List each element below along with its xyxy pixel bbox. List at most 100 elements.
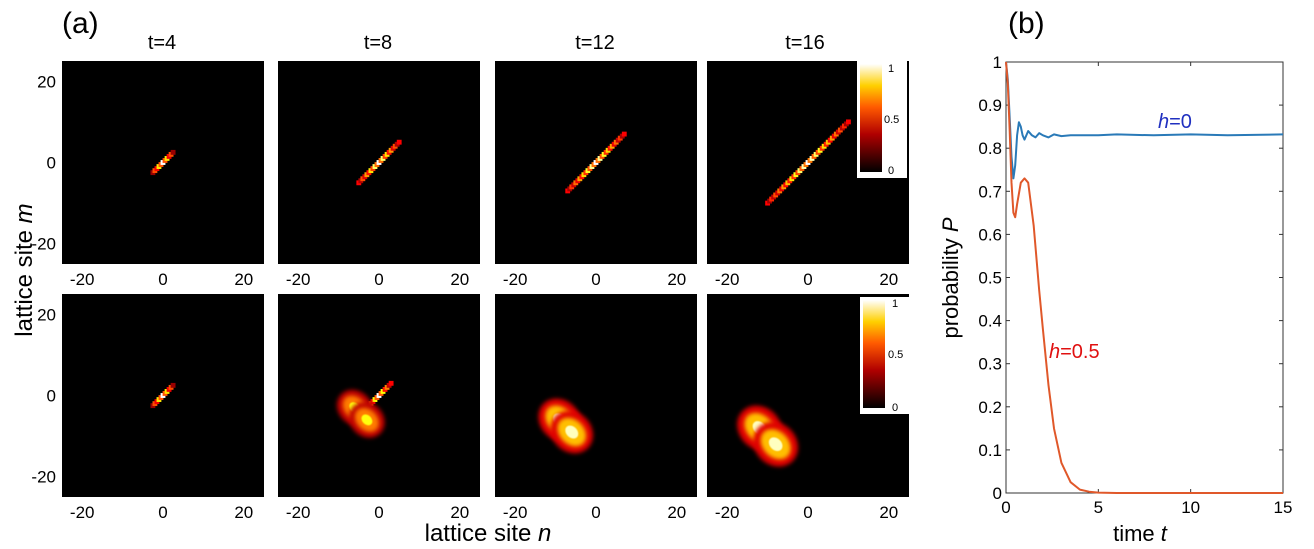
- heatmap-y-tick-label: 0: [47, 154, 56, 173]
- colorbar-top-tick-1: 1: [888, 63, 894, 75]
- heatmap-h05-t12: -20 0 20: [495, 294, 697, 522]
- heatmap-blob-core: [361, 414, 373, 426]
- x-tick-label: 0: [1001, 498, 1010, 517]
- series-label-h0: h=0: [1158, 111, 1192, 133]
- heatmap-pixel: [845, 119, 851, 125]
- panel-b-ylabel: probability P: [938, 217, 963, 338]
- y-tick-label: 0: [993, 484, 1002, 503]
- heatmap-pixel: [170, 382, 176, 388]
- column-title-2: t=8: [364, 32, 392, 54]
- heatmap-x-tick-label: -20: [70, 503, 95, 522]
- heatmap-x-tick-label: 0: [158, 270, 167, 289]
- heatmap-pixel: [396, 139, 402, 145]
- heatmap-x-tick-label: -20: [70, 270, 95, 289]
- heatmap-x-tick-label: 20: [234, 270, 253, 289]
- panel-a-xlabel-var: n: [538, 520, 551, 547]
- heatmap-x-tick-label: -20: [286, 270, 311, 289]
- panel-a-xlabel: lattice site n: [425, 520, 552, 547]
- heatmap-x-tick-label: 0: [803, 270, 812, 289]
- series-label-h05-var: h: [1049, 341, 1060, 363]
- colorbar-bottom-tick-1: 1: [892, 298, 898, 310]
- column-title-3: t=12: [575, 32, 614, 54]
- panel-b-ylabel-text: probability: [938, 238, 963, 338]
- panel-a-ylabel-var: m: [11, 203, 38, 223]
- heatmap-background: [495, 294, 697, 497]
- y-tick-label: 0.4: [978, 312, 1002, 331]
- y-tick-label: 0.6: [978, 225, 1002, 244]
- heatmap-x-tick-label: 0: [374, 270, 383, 289]
- y-tick-label: 1: [993, 53, 1002, 72]
- heatmap-x-tick-label: -20: [503, 503, 528, 522]
- y-tick-label: 0.7: [978, 182, 1002, 201]
- heatmap-x-tick-label: 20: [879, 503, 898, 522]
- heatmap-blob-core: [565, 425, 579, 439]
- x-tick-label: 5: [1094, 498, 1103, 517]
- colorbar-bottom: 1 0.5 0: [860, 297, 912, 414]
- series-label-h05: h=0.5: [1049, 341, 1100, 363]
- heatmap-h05-t4: -20 0 20 -20 0 20: [31, 294, 264, 522]
- heatmap-blob-core: [768, 437, 783, 452]
- heatmap-h05-t8: -20 0 20: [278, 294, 480, 522]
- line-plot: 00.10.20.30.40.50.60.70.80.910 5 10 15: [978, 53, 1292, 517]
- heatmap-h0-t4: -20 0 20 -20 0 20: [31, 61, 264, 289]
- y-tick-label: 0.5: [978, 269, 1002, 288]
- series-label-h0-var: h: [1158, 111, 1169, 133]
- panel-b-xlabel: time t: [1113, 521, 1168, 546]
- panel-a-ylabel-text: lattice site: [11, 230, 38, 337]
- heatmap-y-tick-label: -20: [31, 235, 56, 254]
- series-label-h05-text: =0.5: [1060, 341, 1099, 363]
- column-title-4: t=16: [785, 32, 824, 54]
- heatmap-pixel: [170, 149, 176, 155]
- x-tick-label: 15: [1274, 498, 1293, 517]
- plot-frame: [1005, 61, 1284, 494]
- colorbar-top-tick-05: 0.5: [884, 114, 899, 126]
- heatmap-y-tick-label: 20: [37, 72, 56, 91]
- heatmap-pixel: [621, 131, 627, 137]
- panel-b-xlabel-var: t: [1161, 521, 1168, 546]
- heatmap-x-tick-label: -20: [286, 503, 311, 522]
- panel-b-label: (b): [1008, 7, 1045, 40]
- colorbar-top-gradient: [860, 64, 882, 172]
- y-tick-label: 0.8: [978, 139, 1002, 158]
- heatmap-x-tick-label: 20: [667, 270, 686, 289]
- heatmap-x-tick-label: -20: [503, 270, 528, 289]
- y-tick-label: 0.2: [978, 398, 1002, 417]
- heatmap-x-tick-label: 20: [450, 270, 469, 289]
- heatmap-x-tick-label: 0: [591, 503, 600, 522]
- colorbar-bottom-tick-05: 0.5: [888, 349, 903, 361]
- series-line-h0: [1005, 61, 1284, 180]
- series-label-h0-text: =0: [1169, 111, 1192, 133]
- panel-a-ylabel: lattice site m: [11, 203, 38, 336]
- heatmap-x-tick-label: 0: [374, 503, 383, 522]
- y-tick-label: 0.9: [978, 96, 1002, 115]
- heatmap-y-tick-label: 0: [47, 387, 56, 406]
- colorbar-top-tick-0: 0: [888, 165, 894, 177]
- panel-b-xlabel-text: time: [1113, 521, 1155, 546]
- heatmap-x-tick-label: -20: [715, 270, 740, 289]
- heatmap-x-tick-label: -20: [715, 503, 740, 522]
- colorbar-bottom-gradient: [863, 300, 885, 408]
- x-tick-label: 10: [1181, 498, 1200, 517]
- heatmap-x-tick-label: 20: [450, 503, 469, 522]
- heatmap-pixel: [388, 380, 394, 386]
- heatmap-x-tick-label: 0: [158, 503, 167, 522]
- y-tick-label: 0.3: [978, 355, 1002, 374]
- colorbar-top: 1 0.5 0: [857, 61, 907, 178]
- colorbar-bottom-tick-0: 0: [892, 402, 898, 414]
- column-title-1: t=4: [148, 32, 176, 54]
- panel-b-ylabel-var: P: [938, 217, 963, 232]
- heatmap-x-tick-label: 20: [234, 503, 253, 522]
- panel-a-label: (a): [62, 7, 99, 40]
- series-line-h05: [1005, 61, 1283, 494]
- heatmap-x-tick-label: 20: [879, 270, 898, 289]
- heatmap-h0-t12: -20 0 20: [495, 61, 697, 289]
- heatmap-x-tick-label: 0: [591, 270, 600, 289]
- heatmap-grid: -20 0 20 -20 0 20 -20 0 20 -20 0 20 -20 0 20 -20 0 20 -20 0…: [31, 61, 909, 522]
- heatmap-y-tick-label: -20: [31, 468, 56, 487]
- y-tick-label: 0.1: [978, 441, 1002, 460]
- panel-a-xlabel-text: lattice site: [425, 520, 532, 547]
- heatmap-x-tick-label: 20: [667, 503, 686, 522]
- heatmap-x-tick-label: 0: [803, 503, 812, 522]
- heatmap-y-tick-label: 20: [37, 305, 56, 324]
